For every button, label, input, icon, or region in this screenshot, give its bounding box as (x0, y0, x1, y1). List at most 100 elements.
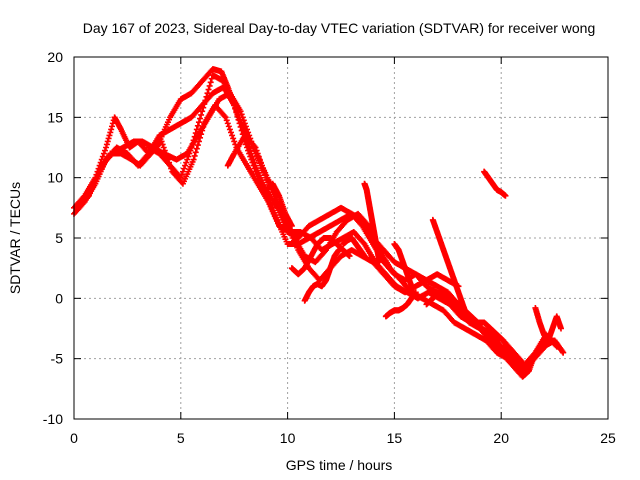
data-point (558, 325, 565, 332)
data-point (178, 171, 185, 178)
data-point (262, 171, 269, 178)
data-point (205, 86, 212, 93)
series-segment-b (263, 180, 295, 229)
data-points (71, 66, 567, 380)
data-point (189, 140, 196, 147)
y-tick-label: -10 (43, 411, 63, 427)
data-point (258, 162, 265, 169)
data-point (260, 165, 267, 172)
data-point (361, 253, 368, 260)
data-point (199, 127, 206, 134)
data-point (190, 156, 197, 163)
data-point (197, 134, 204, 141)
data-point (101, 147, 108, 154)
data-point (99, 153, 106, 160)
data-point (191, 133, 198, 140)
series-segment-f (361, 180, 383, 266)
data-point (230, 135, 237, 142)
data-point (553, 343, 560, 350)
x-tick-label: 10 (280, 430, 296, 446)
data-point (193, 145, 200, 152)
series-segment-k (481, 168, 509, 199)
y-tick-label: -5 (51, 351, 64, 367)
data-point (223, 117, 230, 124)
data-point (257, 159, 264, 166)
data-point (464, 313, 471, 320)
series-segment-d (301, 247, 342, 304)
x-tick-label: 25 (600, 430, 616, 446)
data-point (184, 156, 191, 163)
data-point (183, 159, 190, 166)
data-point (244, 144, 251, 151)
data-point (201, 101, 208, 108)
data-point (188, 144, 195, 151)
data-point (194, 122, 201, 129)
data-point (160, 144, 167, 151)
x-tick-label: 5 (177, 430, 185, 446)
x-tick-label: 15 (387, 430, 403, 446)
data-point (376, 259, 383, 266)
data-point (108, 126, 115, 133)
series-segment-g (382, 289, 419, 320)
data-point (246, 150, 253, 157)
data-point (200, 123, 207, 130)
data-point (502, 192, 509, 199)
data-point (158, 138, 165, 145)
data-point (237, 108, 244, 115)
data-point (242, 141, 249, 148)
data-point (202, 97, 209, 104)
data-point (109, 123, 116, 130)
y-tick-label: 0 (55, 290, 63, 306)
data-point (191, 152, 198, 159)
chart-title: Day 167 of 2023, Sidereal Day-to-day VTE… (83, 20, 596, 36)
data-point (106, 132, 113, 139)
data-point (208, 75, 215, 82)
data-point (203, 93, 210, 100)
series-segment-j (429, 216, 471, 320)
data-point (103, 141, 110, 148)
series-segment-e (340, 235, 368, 260)
data-point (254, 150, 261, 157)
axis-ticks: 0 5 10 15 20 25 -10 -5 0 5 10 15 20 (43, 49, 616, 446)
data-point (187, 147, 194, 154)
data-point (253, 147, 260, 154)
series-segment-l (532, 304, 565, 344)
data-point (194, 142, 201, 149)
data-point (192, 130, 199, 137)
data-point (192, 149, 199, 156)
data-point (195, 138, 202, 145)
data-point (161, 147, 168, 154)
data-point (251, 165, 258, 172)
data-point (226, 126, 233, 133)
data-point (224, 120, 231, 127)
y-tick-label: 15 (47, 109, 63, 125)
data-point (195, 119, 202, 126)
data-point (207, 79, 214, 86)
data-point (249, 159, 256, 166)
data-point (227, 129, 234, 136)
data-point (256, 156, 263, 163)
x-tick-label: 20 (493, 430, 509, 446)
series-segment-h (391, 241, 415, 290)
data-point (560, 349, 567, 356)
x-axis-label: GPS time / hours (286, 457, 393, 473)
data-point (179, 168, 186, 175)
data-point (198, 131, 205, 138)
y-tick-label: 5 (55, 230, 63, 246)
data-point (103, 144, 110, 151)
data-point (199, 108, 206, 115)
data-point (198, 111, 205, 118)
data-point (247, 153, 254, 160)
data-point (412, 289, 419, 296)
data-point (248, 156, 255, 163)
data-point (204, 90, 211, 97)
data-point (105, 135, 112, 142)
data-point (177, 174, 184, 181)
data-point (200, 104, 207, 111)
data-point (206, 82, 213, 89)
y-axis-label: SDTVAR / TECUs (7, 182, 23, 294)
data-point (104, 138, 111, 145)
data-point (346, 253, 353, 260)
series-segment-c (288, 235, 353, 278)
data-point (225, 123, 232, 130)
